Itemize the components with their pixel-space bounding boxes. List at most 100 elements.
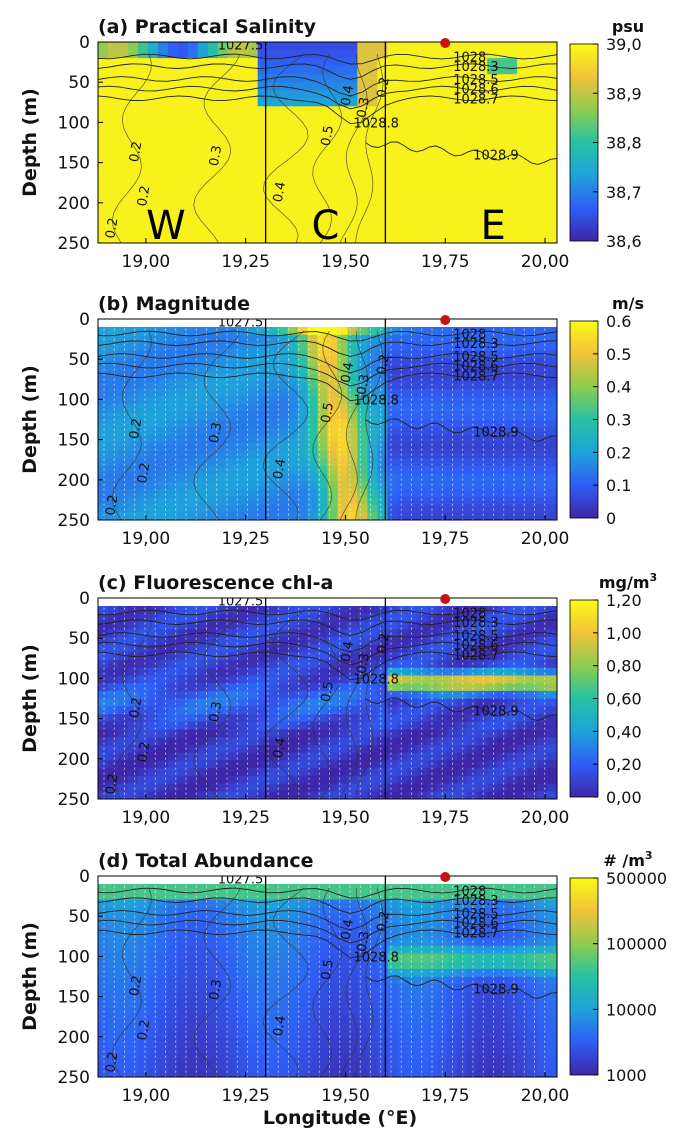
heatmap-cell <box>457 114 468 123</box>
heatmap-cell <box>317 891 329 901</box>
heatmap-cell <box>317 999 329 1009</box>
heatmap-cell <box>137 1015 149 1024</box>
heatmap-cell <box>427 683 438 692</box>
heatmap-cell <box>387 74 398 83</box>
heatmap-cell <box>537 489 548 498</box>
heatmap-cell <box>297 114 309 123</box>
heatmap-cell <box>177 186 189 196</box>
heatmap-cell <box>167 907 179 916</box>
heatmap-cell <box>287 999 299 1009</box>
heatmap-cell <box>227 992 239 1001</box>
heatmap-cell <box>367 953 378 962</box>
heatmap-cell <box>287 98 299 107</box>
heatmap-cell <box>537 114 548 123</box>
heatmap-cell <box>247 914 259 924</box>
heatmap-cell <box>237 411 249 421</box>
heatmap-cell <box>397 1023 408 1032</box>
heatmap-cell <box>127 760 139 769</box>
heatmap-cell <box>367 138 378 148</box>
heatmap-cell <box>397 146 408 156</box>
heatmap-cell <box>197 613 209 623</box>
heatmap-cell <box>477 186 488 196</box>
heatmap-cell <box>497 760 508 769</box>
heatmap-cell <box>347 791 359 799</box>
heatmap-cell <box>437 512 448 520</box>
heatmap-cell <box>177 884 189 893</box>
heatmap-cell <box>537 961 548 970</box>
heatmap-cell <box>247 350 259 359</box>
heatmap-cell <box>417 768 428 777</box>
heatmap-cell <box>157 961 169 970</box>
heatmap-cell <box>367 218 378 228</box>
heatmap-cell <box>118 922 129 931</box>
heatmap-cell <box>187 938 199 947</box>
heatmap-cell <box>407 667 418 677</box>
heatmap-cell <box>187 683 199 692</box>
heatmap-cell <box>427 891 438 901</box>
heatmap-cell <box>387 1030 398 1039</box>
heatmap-cell <box>297 683 309 692</box>
heatmap-cell <box>477 342 488 351</box>
heatmap-cell <box>467 721 478 731</box>
heatmap-cell <box>547 667 557 677</box>
heatmap-cell <box>98 58 109 67</box>
velocity-isoline <box>263 609 309 799</box>
heatmap-cell <box>347 435 359 444</box>
heatmap-cell <box>187 504 199 513</box>
heatmap-cell <box>137 218 149 228</box>
heatmap-cell <box>118 202 129 212</box>
heatmap-cell <box>277 1053 289 1063</box>
heatmap-cell <box>547 210 557 220</box>
heatmap-cell <box>207 138 219 148</box>
heatmap-cell <box>427 365 438 374</box>
heatmap-cell <box>197 629 209 638</box>
heatmap-cell <box>157 1023 169 1032</box>
heatmap-cell <box>407 365 418 374</box>
heatmap-cell <box>427 381 438 390</box>
heatmap-cell <box>497 178 508 188</box>
heatmap-cell <box>197 745 209 754</box>
heatmap-cell <box>287 907 299 916</box>
heatmap-cell <box>297 899 309 908</box>
heatmap-cell <box>147 235 159 243</box>
heatmap-cell <box>457 968 468 978</box>
heatmap-cell <box>317 489 329 498</box>
heatmap-cell <box>507 512 518 520</box>
heatmap-cell <box>517 419 528 428</box>
heatmap-cell <box>167 404 179 413</box>
heatmap-cell <box>277 226 289 236</box>
heatmap-cell <box>118 98 129 107</box>
heatmap-cell <box>447 342 458 351</box>
heatmap-cell <box>98 938 109 947</box>
heatmap-cell <box>287 396 299 405</box>
heatmap-cell <box>427 1053 438 1063</box>
heatmap-cell <box>197 82 209 91</box>
heatmap-cell <box>377 760 388 769</box>
heatmap-cell <box>157 999 169 1009</box>
heatmap-cell <box>417 388 428 398</box>
heatmap-cell <box>477 791 488 799</box>
heatmap-cell <box>417 365 428 374</box>
heatmap-cell <box>367 768 378 777</box>
heatmap-cell <box>277 450 289 459</box>
heatmap-cell <box>227 891 239 901</box>
heatmap-cell <box>257 884 269 893</box>
heatmap-cell <box>387 388 398 398</box>
heatmap-cell <box>347 968 359 978</box>
heatmap-cell <box>387 714 398 723</box>
heatmap-cell <box>367 891 378 901</box>
heatmap-cell <box>357 194 368 204</box>
heatmap-cell <box>257 714 269 723</box>
density-contour-label: 1028.3 <box>453 60 499 75</box>
heatmap-cell <box>537 791 548 799</box>
heatmap-cell <box>207 1038 219 1047</box>
heatmap-cell <box>437 690 448 700</box>
heatmap-cell <box>397 783 408 792</box>
heatmap-cell <box>167 90 179 99</box>
heatmap-cell <box>257 644 269 653</box>
heatmap-cell <box>307 130 319 139</box>
heatmap-cell <box>427 992 438 1001</box>
heatmap-cell <box>118 42 129 51</box>
heatmap-salinity <box>98 42 557 243</box>
heatmap-cell <box>527 938 538 947</box>
